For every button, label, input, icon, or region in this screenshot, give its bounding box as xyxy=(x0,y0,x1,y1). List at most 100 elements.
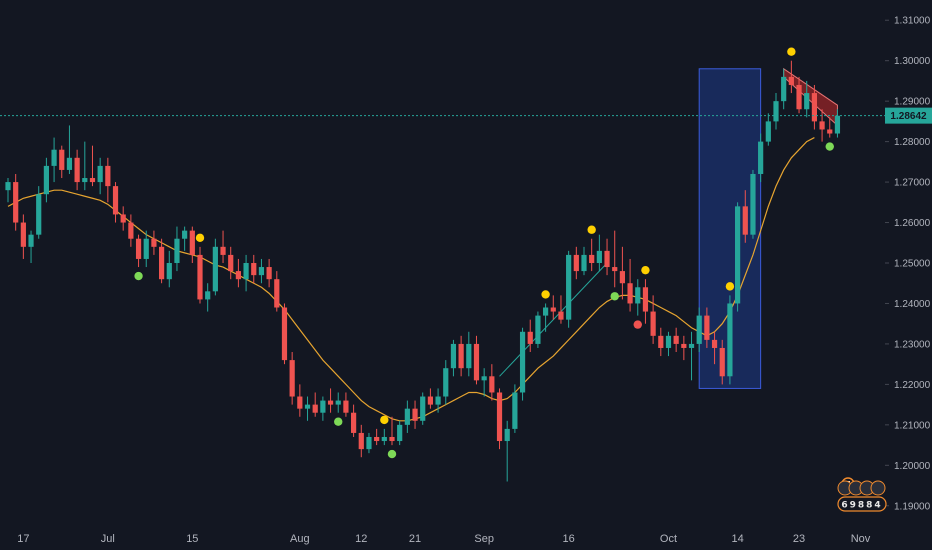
candle[interactable] xyxy=(420,392,426,425)
candle[interactable] xyxy=(658,327,664,357)
candle[interactable] xyxy=(335,392,341,413)
candle[interactable] xyxy=(512,384,518,433)
candle[interactable] xyxy=(604,238,610,276)
candle[interactable] xyxy=(320,396,326,421)
candle[interactable] xyxy=(704,307,710,348)
candle[interactable] xyxy=(473,335,480,385)
candle[interactable] xyxy=(212,238,218,296)
candle[interactable] xyxy=(143,230,149,268)
candle[interactable] xyxy=(289,352,295,405)
candle[interactable] xyxy=(735,202,741,312)
candle[interactable] xyxy=(43,157,49,203)
signal-marker-high[interactable] xyxy=(587,225,596,234)
candle[interactable] xyxy=(504,420,510,482)
candle[interactable] xyxy=(727,295,733,385)
candle[interactable] xyxy=(358,424,364,458)
candle[interactable] xyxy=(343,392,349,417)
signal-marker-high[interactable] xyxy=(787,47,796,56)
candle[interactable] xyxy=(82,141,88,191)
candle[interactable] xyxy=(281,303,288,365)
candle[interactable] xyxy=(243,254,249,292)
candle[interactable] xyxy=(719,339,725,385)
candle[interactable] xyxy=(619,246,625,300)
signal-marker-high[interactable] xyxy=(195,233,205,243)
candle[interactable] xyxy=(650,295,656,344)
candle[interactable] xyxy=(688,331,695,381)
candle[interactable] xyxy=(159,238,165,284)
candle[interactable] xyxy=(235,258,241,288)
candle[interactable] xyxy=(389,416,395,446)
candle[interactable] xyxy=(819,109,825,142)
candle[interactable] xyxy=(366,432,372,454)
candle[interactable] xyxy=(97,157,103,195)
candle[interactable] xyxy=(450,339,457,377)
candle[interactable] xyxy=(189,226,195,263)
candle[interactable] xyxy=(596,234,602,272)
signal-marker-high[interactable] xyxy=(641,265,650,275)
signal-marker-low[interactable] xyxy=(610,292,619,301)
candle[interactable] xyxy=(74,149,80,191)
signal-marker-high[interactable] xyxy=(380,415,389,425)
candle[interactable] xyxy=(66,125,73,174)
candle[interactable] xyxy=(481,368,487,397)
candle[interactable] xyxy=(827,117,833,138)
candle[interactable] xyxy=(28,230,34,263)
candle[interactable] xyxy=(297,384,303,417)
candle[interactable] xyxy=(36,186,42,239)
candle[interactable] xyxy=(458,335,464,377)
candle[interactable] xyxy=(381,428,387,446)
candle[interactable] xyxy=(174,226,180,272)
candle[interactable] xyxy=(834,109,841,138)
candle[interactable] xyxy=(258,258,265,284)
candle[interactable] xyxy=(5,178,11,203)
candle[interactable] xyxy=(758,133,764,183)
candle[interactable] xyxy=(573,246,579,280)
candle[interactable] xyxy=(489,364,495,401)
candle[interactable] xyxy=(412,400,418,429)
candle[interactable] xyxy=(182,226,188,251)
candle[interactable] xyxy=(266,258,272,288)
candle[interactable] xyxy=(773,93,779,130)
candle[interactable] xyxy=(397,420,403,446)
candle[interactable] xyxy=(128,214,134,247)
candle[interactable] xyxy=(543,303,549,332)
candle[interactable] xyxy=(535,311,541,348)
candle[interactable] xyxy=(781,68,787,110)
candle[interactable] xyxy=(635,279,641,316)
candle[interactable] xyxy=(627,258,633,312)
candle[interactable] xyxy=(466,331,472,377)
signal-marker-low[interactable] xyxy=(825,142,834,151)
candle[interactable] xyxy=(89,145,96,187)
candle[interactable] xyxy=(374,428,380,446)
candle[interactable] xyxy=(665,331,672,357)
candle[interactable] xyxy=(696,307,702,353)
candle[interactable] xyxy=(197,246,203,304)
candle[interactable] xyxy=(151,230,157,255)
event-count-badge[interactable]: 69884 xyxy=(837,496,887,512)
candle[interactable] xyxy=(711,331,718,365)
candle[interactable] xyxy=(20,214,26,259)
candle[interactable] xyxy=(550,295,556,320)
candle[interactable] xyxy=(612,230,618,288)
candle[interactable] xyxy=(220,230,226,263)
candle[interactable] xyxy=(519,327,526,401)
candle[interactable] xyxy=(13,173,19,231)
candle[interactable] xyxy=(112,182,119,223)
signal-marker-low[interactable] xyxy=(134,271,143,281)
candle[interactable] xyxy=(435,388,441,413)
candle[interactable] xyxy=(166,250,172,288)
candle[interactable] xyxy=(496,388,503,450)
candle[interactable] xyxy=(59,145,65,179)
candle[interactable] xyxy=(788,60,794,94)
signal-marker-high[interactable] xyxy=(725,282,735,291)
candle[interactable] xyxy=(811,84,817,130)
candle[interactable] xyxy=(274,271,280,312)
candle[interactable] xyxy=(105,157,111,203)
candle[interactable] xyxy=(427,388,433,409)
candle[interactable] xyxy=(228,246,234,280)
candle[interactable] xyxy=(796,76,802,114)
signal-marker-red[interactable] xyxy=(633,320,642,329)
candle[interactable] xyxy=(742,190,748,243)
